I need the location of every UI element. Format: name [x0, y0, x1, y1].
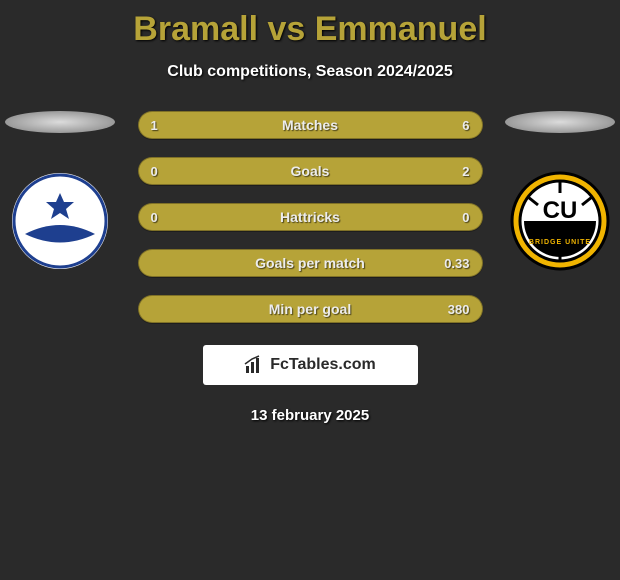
branding-text: FcTables.com: [270, 356, 376, 374]
stat-row-min-per-goal: Min per goal 380: [138, 295, 483, 323]
club-right-logo: CU BRIDGE UNITE: [510, 171, 610, 271]
page-subtitle: Club competitions, Season 2024/2025: [0, 63, 620, 81]
stat-row-matches: 1 Matches 6: [138, 111, 483, 139]
stat-row-hattricks: 0 Hattricks 0: [138, 203, 483, 231]
svg-text:CU: CU: [543, 197, 578, 224]
stat-label: Goals: [291, 163, 330, 179]
club-left: [0, 111, 120, 271]
branding-badge[interactable]: FcTables.com: [203, 345, 418, 385]
shadow-ellipse: [505, 111, 615, 133]
club-left-logo: [10, 171, 110, 271]
stat-right-value: 380: [448, 296, 470, 322]
stat-right-value: 0.33: [444, 250, 469, 276]
stat-left-value: 0: [151, 158, 158, 184]
shadow-ellipse: [5, 111, 115, 133]
svg-text:BRIDGE UNITE: BRIDGE UNITE: [529, 239, 591, 246]
comparison-card: Bramall vs Emmanuel Club competitions, S…: [0, 0, 620, 424]
cambridge-badge-icon: CU BRIDGE UNITE: [510, 167, 610, 275]
stat-label: Min per goal: [269, 301, 351, 317]
bar-chart-icon: [244, 355, 264, 375]
club-right: CU BRIDGE UNITE: [500, 111, 620, 271]
stat-label: Goals per match: [255, 255, 365, 271]
stat-left-value: 1: [151, 112, 158, 138]
stat-right-value: 6: [462, 112, 469, 138]
stat-right-value: 2: [462, 158, 469, 184]
stat-row-goals-per-match: Goals per match 0.33: [138, 249, 483, 277]
stat-right-value: 0: [462, 204, 469, 230]
comparison-date: 13 february 2025: [0, 407, 620, 424]
stat-rows: 1 Matches 6 0 Goals 2 0 Hattricks 0 Goal…: [138, 111, 483, 323]
stat-label: Matches: [282, 117, 338, 133]
comparison-stage: CU BRIDGE UNITE 1 Matches 6 0 Goals 2 0 …: [0, 111, 620, 424]
page-title: Bramall vs Emmanuel: [0, 0, 620, 49]
stat-row-goals: 0 Goals 2: [138, 157, 483, 185]
portsmouth-badge-icon: [10, 171, 110, 271]
stat-label: Hattricks: [280, 209, 340, 225]
stat-left-value: 0: [151, 204, 158, 230]
